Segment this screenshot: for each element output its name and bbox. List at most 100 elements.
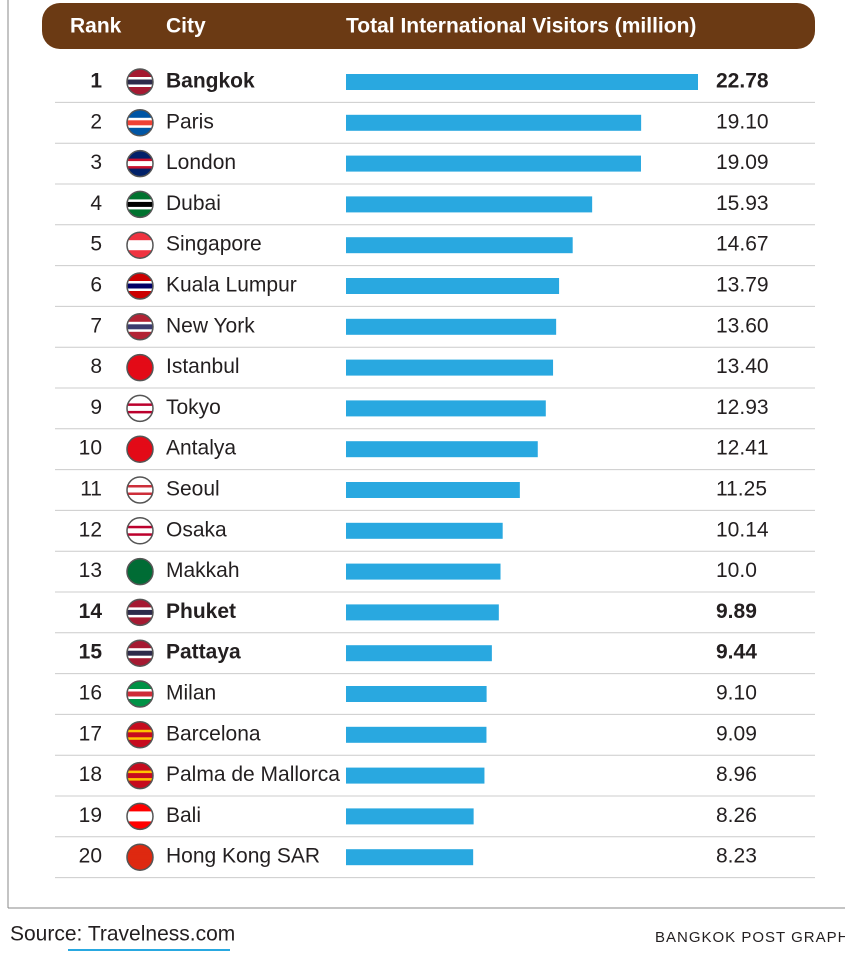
rank: 14	[79, 600, 103, 623]
flag-part	[127, 405, 153, 411]
rank: 12	[79, 518, 102, 541]
value-label: 15.93	[716, 192, 769, 215]
bar	[346, 441, 538, 458]
city: Barcelona	[166, 722, 261, 745]
bar	[346, 522, 503, 539]
bar	[346, 686, 487, 702]
flag-part	[127, 324, 153, 330]
rank: 13	[79, 559, 102, 582]
flag-part	[127, 120, 153, 126]
flag-part	[127, 201, 153, 207]
bar	[346, 563, 501, 580]
value-label: 9.10	[716, 682, 757, 705]
flag-part	[127, 650, 153, 656]
bar	[346, 726, 487, 743]
flag-border	[126, 802, 154, 831]
rank: 4	[90, 192, 102, 215]
value-label: 8.23	[716, 845, 757, 868]
flag-border	[126, 109, 154, 137]
rank: 15	[79, 641, 103, 664]
flag-part	[127, 854, 153, 860]
value-label: 8.96	[716, 763, 757, 786]
flag-border	[126, 394, 154, 423]
city: Dubai	[166, 192, 221, 215]
flag-border	[126, 639, 154, 667]
flag-part	[127, 365, 153, 371]
bar	[346, 114, 642, 131]
flag-border	[126, 272, 154, 300]
flag-part	[127, 691, 153, 697]
value-label: 9.09	[716, 722, 757, 745]
flag-part	[127, 487, 153, 493]
value-label: 13.79	[716, 274, 769, 297]
flag-part	[127, 813, 153, 819]
value-label: 13.40	[716, 355, 769, 378]
value-label: 8.26	[716, 804, 757, 827]
flag-border	[126, 476, 154, 504]
bar	[346, 849, 474, 866]
city: Hong Kong SAR	[166, 845, 320, 868]
value-label: 12.41	[716, 437, 769, 460]
flag-border	[126, 843, 154, 871]
value-label: 13.60	[716, 314, 769, 337]
bar	[346, 767, 485, 784]
value-label: 14.67	[716, 233, 769, 256]
bar	[346, 482, 520, 498]
city: Bangkok	[166, 70, 255, 93]
bar	[346, 155, 641, 172]
bar	[346, 604, 499, 621]
rank: 7	[90, 314, 102, 337]
bar	[346, 645, 492, 662]
bar	[346, 237, 573, 254]
city: Bali	[166, 804, 201, 827]
rank: 19	[79, 804, 102, 827]
rank: 17	[79, 722, 102, 745]
flag-part	[127, 609, 153, 615]
flag-border	[126, 598, 154, 627]
rank: 18	[79, 763, 102, 786]
flag-part	[127, 528, 153, 534]
city: Palma de Mallorca	[166, 763, 340, 786]
city: New York	[166, 314, 255, 337]
flag-part	[127, 283, 153, 289]
city: Paris	[166, 110, 214, 133]
credit: BANGKOK POST GRAPHI	[655, 929, 845, 946]
bar	[346, 74, 698, 90]
flag-part	[127, 79, 153, 85]
flag-border	[126, 231, 154, 259]
flag-border	[126, 313, 154, 341]
rank: 3	[90, 151, 102, 174]
value-label: 10.0	[716, 559, 757, 582]
column-header: Rank	[70, 15, 122, 38]
bar	[346, 359, 554, 376]
bar	[346, 808, 474, 825]
source: Source: Travelness.com	[10, 923, 235, 946]
bar	[346, 400, 546, 417]
flag-part	[127, 161, 153, 167]
city: Istanbul	[166, 355, 240, 378]
header-bar	[42, 3, 815, 49]
rank: 16	[79, 682, 102, 705]
value-label: 12.93	[716, 396, 769, 419]
flag-border	[126, 680, 154, 708]
flag-border	[126, 190, 154, 219]
flag-part	[127, 569, 153, 575]
value-label: 9.89	[716, 600, 757, 623]
flag-border	[126, 149, 154, 178]
rank: 1	[90, 70, 102, 93]
value-label: 19.09	[716, 151, 769, 174]
bar	[346, 318, 557, 335]
city: London	[166, 151, 236, 174]
rank: 5	[90, 233, 102, 256]
rank: 9	[90, 396, 102, 419]
bar	[346, 196, 593, 213]
rank: 11	[80, 478, 102, 501]
city: Pattaya	[166, 641, 241, 664]
column-header: Total International Visitors (million)	[346, 15, 696, 38]
rank: 2	[90, 110, 102, 133]
flag-border	[126, 68, 154, 96]
city: Osaka	[166, 518, 227, 541]
bar	[346, 278, 560, 294]
